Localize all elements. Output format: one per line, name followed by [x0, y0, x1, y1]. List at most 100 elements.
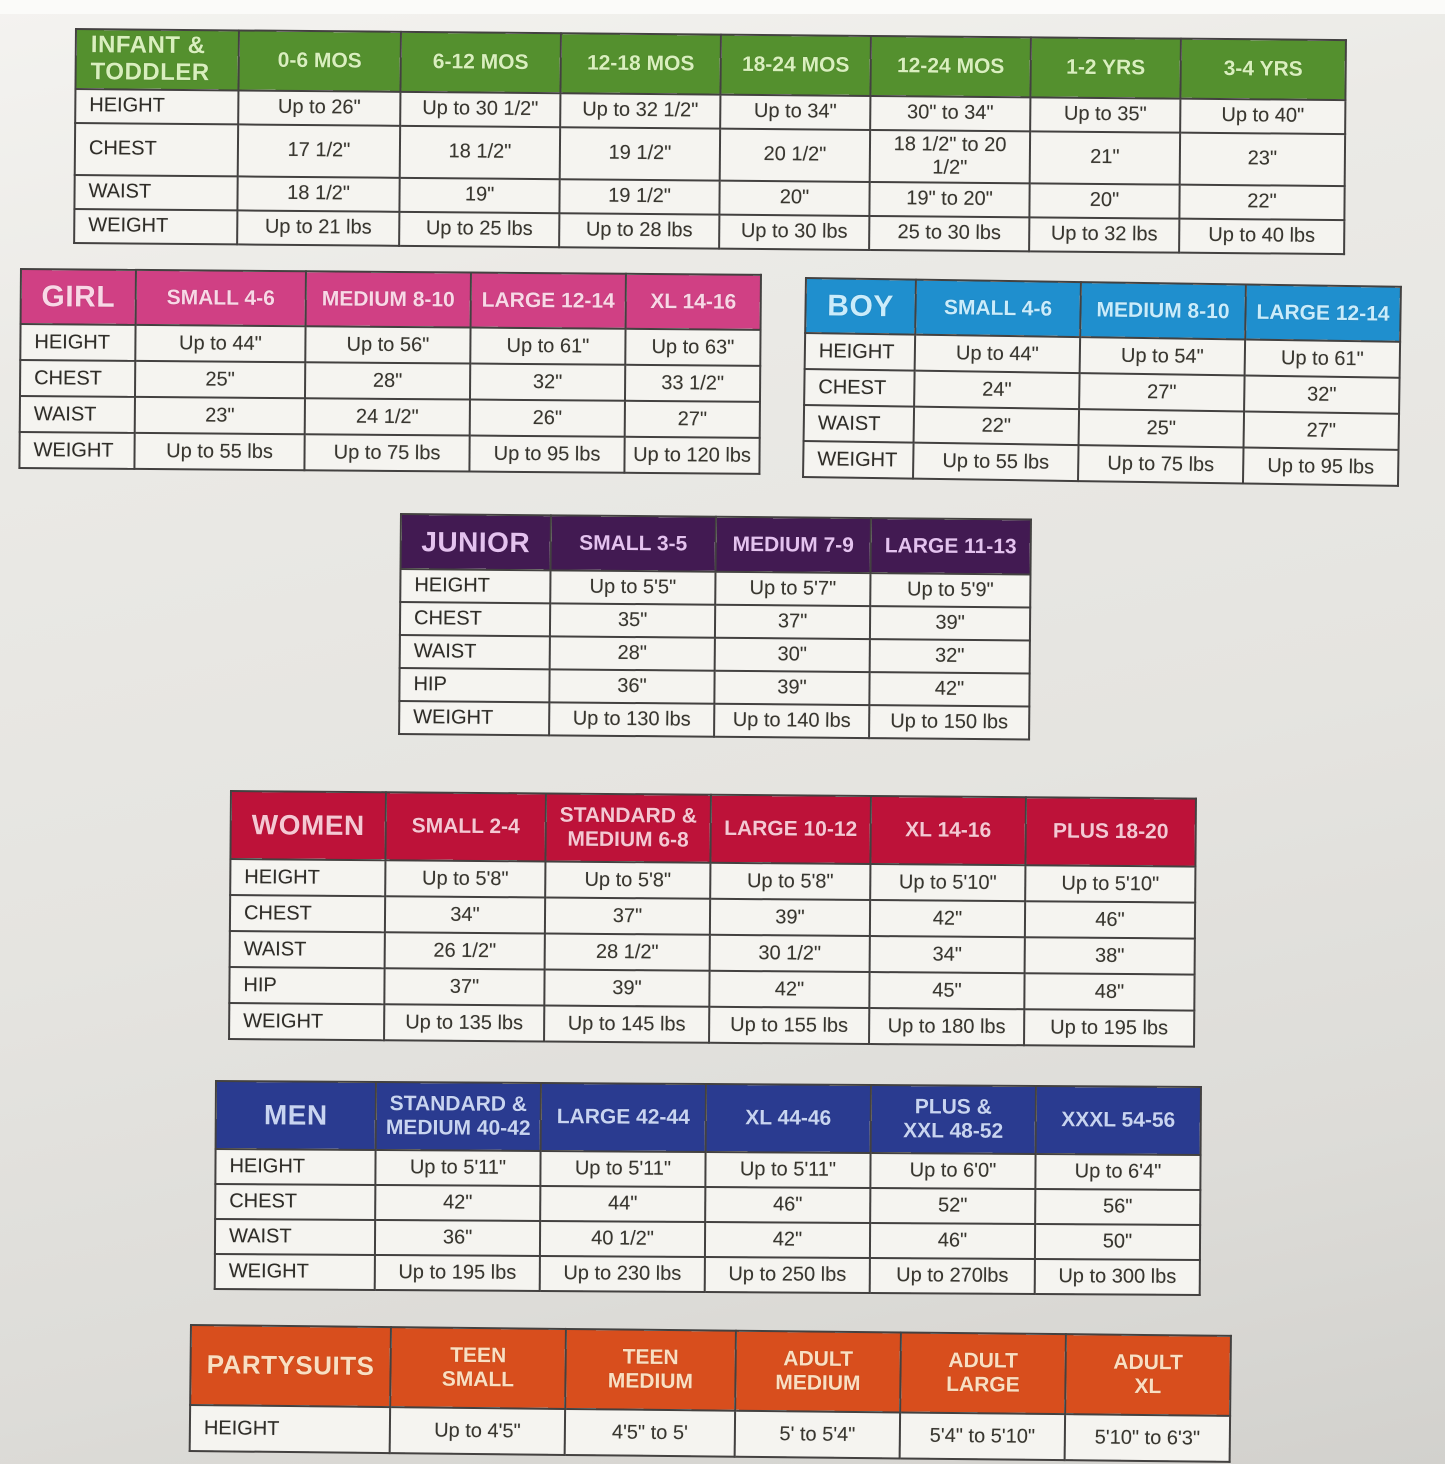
- size-value-cell: Up to 5'10": [1025, 865, 1196, 903]
- size-value-cell: 20": [719, 180, 870, 216]
- size-value-cell: 52": [870, 1188, 1036, 1225]
- column-header: TEEN SMALL: [390, 1327, 566, 1409]
- column-header: 12-24 MOS: [870, 35, 1031, 98]
- size-value-cell: 39": [869, 606, 1031, 641]
- size-value-cell: 19": [399, 177, 560, 213]
- size-value-cell: 46": [705, 1186, 871, 1224]
- table-row: HEIGHT Up to 5'5" Up to 5'7" Up to 5'9": [400, 569, 1031, 608]
- size-value-cell: 45": [869, 972, 1025, 1010]
- size-value-cell: 35": [549, 603, 716, 638]
- size-value-cell: 44": [540, 1185, 706, 1222]
- table-row: WAIST 36" 40 1/2" 42" 46" 50": [214, 1219, 1201, 1261]
- infant-toddler-table: INFANT & TODDLER 0-6 MOS 6-12 MOS 12-18 MOS…: [73, 28, 1347, 255]
- partysuits-table-title: PARTYSUITS: [190, 1325, 391, 1408]
- size-value-cell: 30": [714, 637, 870, 673]
- size-value-cell: 36": [549, 669, 715, 704]
- row-label: WEIGHT: [74, 208, 238, 245]
- column-header: SMALL 3-5: [550, 515, 716, 572]
- size-value-cell: Up to 195 lbs: [1024, 1009, 1195, 1047]
- table-row: WEIGHT Up to 55 lbs Up to 75 lbs Up to 95 l…: [19, 432, 760, 474]
- women-table-title: WOMEN: [230, 791, 386, 861]
- column-header: 3-4 YRS: [1180, 38, 1346, 100]
- size-value-cell: 19 1/2": [559, 126, 721, 181]
- column-header: MEDIUM 7-9: [715, 516, 871, 574]
- table-row: WAIST 28" 30" 32": [399, 635, 1030, 674]
- boy-table: BOY SMALL 4-6 MEDIUM 8-10 LARGE 12-14 HEIGHT…: [802, 277, 1402, 487]
- row-label: HEIGHT: [189, 1405, 391, 1454]
- size-value-cell: 37": [714, 604, 871, 640]
- header-row: INFANT & TODDLER 0-6 MOS 6-12 MOS 12-18 MOS…: [75, 29, 1346, 100]
- size-value-cell: Up to 26": [238, 90, 401, 126]
- column-header: ADULT LARGE: [900, 1332, 1066, 1415]
- size-value-cell: Up to 44": [135, 324, 306, 363]
- size-value-cell: 5' to 5'4": [734, 1410, 901, 1459]
- size-value-cell: Up to 54": [1079, 337, 1246, 376]
- column-header: 1-2 YRS: [1030, 37, 1181, 99]
- row-label: WEIGHT: [214, 1254, 375, 1290]
- size-value-cell: Up to 35": [1030, 97, 1181, 133]
- junior-table-title: JUNIOR: [400, 514, 551, 571]
- row-label: WAIST: [214, 1219, 376, 1255]
- size-value-cell: Up to 21 lbs: [237, 210, 400, 246]
- size-value-cell: Up to 32 lbs: [1029, 217, 1180, 253]
- column-header: 6-12 MOS: [400, 31, 561, 93]
- column-header: PLUS & XXL 48-52: [870, 1085, 1036, 1155]
- size-value-cell: 24": [914, 370, 1080, 410]
- row-label: WEIGHT: [19, 432, 135, 469]
- column-header: ADULT MEDIUM: [735, 1330, 901, 1413]
- size-value-cell: Up to 61": [470, 327, 626, 365]
- size-value-cell: 27": [1079, 373, 1245, 412]
- column-header: 12-18 MOS: [560, 33, 721, 95]
- header-row: GIRL SMALL 4-6 MEDIUM 8-10 LARGE 12-14 XL 14…: [20, 269, 761, 330]
- row-label: HEIGHT: [400, 569, 551, 604]
- row-label: WAIST: [229, 931, 385, 969]
- column-header: SMALL 4-6: [915, 279, 1081, 338]
- size-value-cell: 20": [1029, 183, 1180, 219]
- size-value-cell: 5'10" to 6'3": [1064, 1414, 1231, 1462]
- column-header: MEDIUM 8-10: [305, 271, 471, 328]
- column-header: TEEN MEDIUM: [565, 1328, 736, 1411]
- row-label: HEIGHT: [230, 859, 386, 897]
- row-label: HEIGHT: [20, 324, 136, 361]
- column-header: LARGE 11-13: [870, 518, 1031, 575]
- column-header: XXXL 54-56: [1035, 1086, 1201, 1156]
- size-value-cell: Up to 95 lbs: [1242, 447, 1399, 486]
- size-value-cell: Up to 32 1/2": [560, 92, 721, 129]
- size-value-cell: 56": [1035, 1189, 1201, 1226]
- size-value-cell: 38": [1024, 937, 1195, 975]
- size-value-cell: Up to 5'8": [545, 861, 711, 899]
- table-row: HEIGHT Up to 4'5" 4'5" to 5' 5' to 5'4" 5'4"…: [189, 1405, 1231, 1462]
- size-value-cell: Up to 6'4": [1035, 1154, 1201, 1191]
- size-value-cell: Up to 34": [720, 94, 871, 130]
- size-value-cell: 5'4" to 5'10": [899, 1412, 1066, 1461]
- header-row: JUNIOR SMALL 3-5 MEDIUM 7-9 LARGE 11-13: [400, 514, 1031, 575]
- junior-table: JUNIOR SMALL 3-5 MEDIUM 7-9 LARGE 11-13 HEIG…: [398, 513, 1032, 741]
- size-value-cell: 17 1/2": [237, 124, 401, 178]
- size-value-cell: Up to 25 lbs: [399, 211, 560, 247]
- size-value-cell: 24 1/2": [304, 398, 470, 436]
- row-label: HEIGHT: [215, 1149, 376, 1185]
- size-value-cell: Up to 5'7": [715, 571, 871, 607]
- size-value-cell: Up to 150 lbs: [869, 705, 1030, 740]
- row-label: WAIST: [74, 174, 238, 211]
- size-value-cell: 42": [709, 970, 870, 1009]
- size-value-cell: Up to 140 lbs: [714, 703, 870, 739]
- infant-toddler-table-title: INFANT & TODDLER: [75, 29, 239, 91]
- size-value-cell: 42": [869, 672, 1030, 707]
- row-label: CHEST: [804, 369, 915, 407]
- size-value-cell: 42": [869, 900, 1026, 938]
- column-header: PLUS 18-20: [1025, 797, 1196, 867]
- table-row: WEIGHT Up to 55 lbs Up to 75 lbs Up to 95 l…: [803, 440, 1399, 486]
- size-value-cell: Up to 28 lbs: [559, 212, 720, 249]
- size-value-cell: 25 to 30 lbs: [869, 215, 1030, 252]
- boy-table-title: BOY: [805, 278, 916, 335]
- size-value-cell: 46": [1024, 901, 1196, 939]
- size-value-cell: Up to 40": [1180, 98, 1346, 134]
- size-value-cell: 26 1/2": [384, 932, 545, 970]
- partysuits-table: PARTYSUITS TEEN SMALL TEEN MEDIUM ADULT MED…: [189, 1324, 1232, 1463]
- size-value-cell: Up to 6'0": [870, 1153, 1036, 1190]
- row-label: CHEST: [229, 895, 386, 933]
- men-table: MEN STANDARD & MEDIUM 40-42 LARGE 42-44 XL …: [214, 1080, 1202, 1296]
- size-value-cell: Up to 130 lbs: [549, 702, 715, 737]
